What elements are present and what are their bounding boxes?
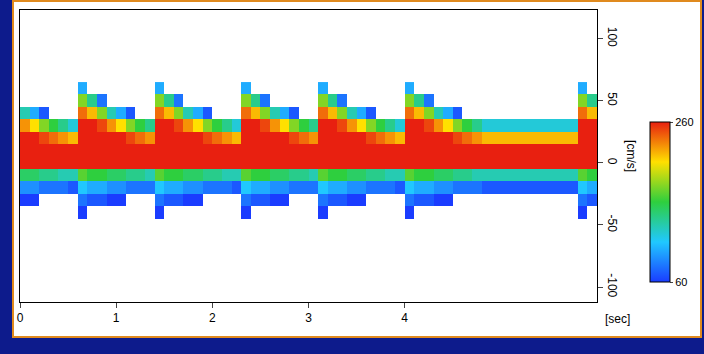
svg-text:0: 0 [605,158,619,165]
svg-text:-100: -100 [605,273,619,297]
svg-text:[cm/s]: [cm/s] [624,140,638,172]
svg-text:-50: -50 [605,214,619,232]
svg-text:100: 100 [605,27,619,47]
svg-text:260: 260 [675,116,693,128]
svg-text:1: 1 [113,311,120,325]
svg-text:0: 0 [17,311,24,325]
svg-text:4: 4 [401,311,408,325]
svg-text:60: 60 [675,276,687,288]
svg-text:50: 50 [605,92,619,106]
svg-text:[sec]: [sec] [605,312,630,326]
svg-text:3: 3 [305,311,312,325]
svg-text:2: 2 [209,311,216,325]
